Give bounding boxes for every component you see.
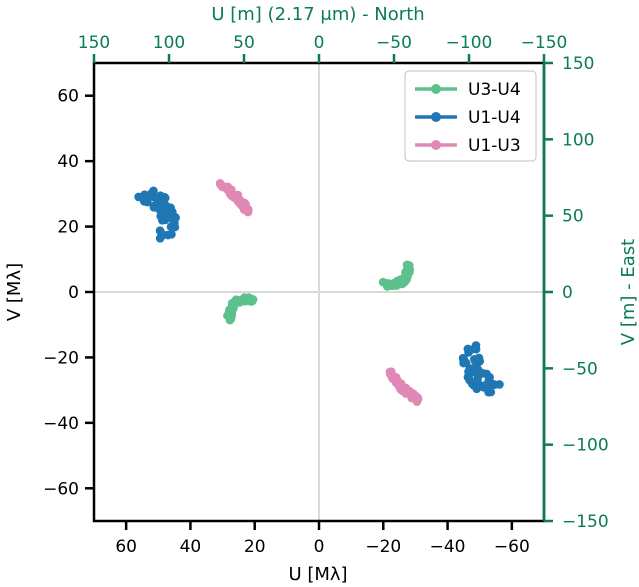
right-axis-tick-label: −50 xyxy=(562,359,598,379)
y-tick-label: 20 xyxy=(57,218,79,238)
right-axis-tick-label: 100 xyxy=(562,130,594,150)
series-u1-u3 xyxy=(215,178,423,407)
legend-marker xyxy=(431,112,441,122)
y-tick-label: −40 xyxy=(43,414,79,434)
right-axis-tick-label: 0 xyxy=(562,283,573,303)
x-tick-label: 60 xyxy=(115,537,137,557)
legend-label: U1-U3 xyxy=(468,136,521,156)
uv-point xyxy=(156,191,165,201)
uv-point xyxy=(495,380,504,389)
x-tick-label: 40 xyxy=(180,537,202,557)
legend-label: U3-U4 xyxy=(468,80,521,100)
series-u3-u4 xyxy=(223,260,415,325)
y-tick-label: −20 xyxy=(43,348,79,368)
uv-points xyxy=(134,178,504,407)
x-tick-label: −20 xyxy=(365,537,401,557)
right-axis-tick-label: −100 xyxy=(562,436,609,456)
series-u1-u4 xyxy=(134,186,504,397)
y-tick-label: 0 xyxy=(68,283,79,303)
uv-point xyxy=(215,178,225,188)
zero-lines xyxy=(94,63,544,521)
x-tick-label: 20 xyxy=(244,537,266,557)
uv-point xyxy=(472,384,482,394)
x-tick-label: −60 xyxy=(494,537,530,557)
legend-marker xyxy=(431,84,441,94)
x-tick-label: 0 xyxy=(314,537,325,557)
right-axis-tick-label: −150 xyxy=(562,512,609,532)
uv-point xyxy=(155,226,165,236)
legend-label: U1-U4 xyxy=(468,108,521,128)
top-axis-tick-label: −100 xyxy=(446,33,493,53)
legend: U3-U4 U1-U4 U1-U3 xyxy=(404,70,537,162)
uv-point xyxy=(412,397,422,407)
top-axis-label: U [m] (2.17 μm) - North xyxy=(211,4,424,25)
top-axis-tick-label: −150 xyxy=(521,33,568,53)
right-axis-label: V [m] - East xyxy=(618,239,639,345)
uv-point xyxy=(134,192,143,202)
top-axis-tick-label: 150 xyxy=(78,33,110,53)
uv-point xyxy=(225,315,235,325)
right-axis-tick-label: 150 xyxy=(562,54,594,74)
y-axis-label: V [Mλ] xyxy=(4,263,25,321)
uv-point xyxy=(471,344,481,354)
uv-point xyxy=(486,387,496,397)
top-axis-tick-label: 50 xyxy=(233,33,255,53)
legend-marker xyxy=(431,140,441,150)
uv-point xyxy=(404,261,414,270)
top-axis-tick-label: 0 xyxy=(314,33,325,53)
y-tick-label: −60 xyxy=(43,479,79,499)
x-axis-label: U [Mλ] xyxy=(288,564,347,585)
axes: 60 40 20 0 −20 −40 −60 −60 −40 −20 0 20 40 60 150 100 50… xyxy=(43,33,609,557)
uv-point xyxy=(464,348,473,357)
uv-point xyxy=(149,186,158,196)
top-axis-tick-label: 100 xyxy=(153,33,185,53)
top-axis-tick-label: −50 xyxy=(376,33,412,53)
x-tick-label: −40 xyxy=(430,537,466,557)
y-tick-label: 60 xyxy=(57,87,79,107)
y-tick-label: 40 xyxy=(57,152,79,172)
right-axis-tick-label: 50 xyxy=(562,207,584,227)
